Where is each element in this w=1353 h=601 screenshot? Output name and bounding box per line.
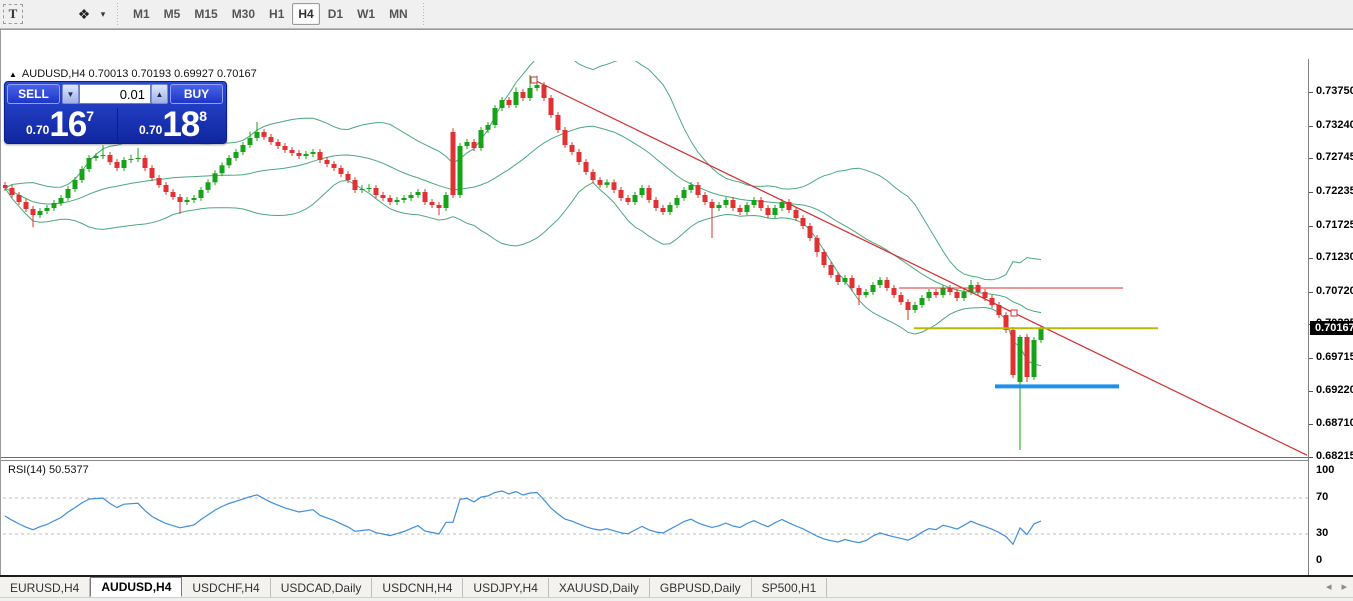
price-axis[interactable]: 0.70167 0.73750 0.73240 0.72745 0.72235 0.71… [1308,59,1353,584]
sell-price-big: 16 [49,105,87,144]
buy-price[interactable]: 0.70 18 8 [118,106,228,144]
timeframe-button-w1[interactable]: W1 [357,7,376,21]
timeframe-button-m1[interactable]: M1 [133,7,150,21]
text-tool-button[interactable]: T [3,4,23,24]
price-axis-tick [1309,191,1313,193]
timeframe-button-d1[interactable]: D1 [327,7,344,21]
status-bar [0,597,1353,601]
timeframe-button-h4[interactable]: H4 [292,3,320,25]
chart-tab-bar: EURUSD,H4 AUDUSD,H4 USDCHF,H4 USDCAD,Daily U… [0,577,1353,597]
toolbar-grip[interactable] [115,3,120,25]
pane-splitter[interactable] [1,457,1308,458]
chart-tab-eurusd-h4[interactable]: EURUSD,H4 [0,578,91,597]
sell-price-pip: 7 [86,108,95,124]
timeframe-button-m5[interactable]: M5 [163,7,181,21]
symbol-marker-icon: ▲ [9,69,17,79]
chart-tab-gbpusd-daily[interactable]: GBPUSD,Daily [650,578,752,597]
chart-tab-usdcad-daily[interactable]: USDCAD,Daily [271,578,373,597]
rsi-axis-label: 100 [1316,464,1335,476]
price-axis-label: 0.72235 [1316,184,1353,197]
volume-increase-button[interactable]: ▲ [151,84,168,104]
rsi-axis-label: 0 [1316,554,1323,566]
main-price-chart[interactable] [3,61,1308,458]
price-axis-label: 0.69220 [1316,383,1353,396]
volume-input[interactable] [79,84,151,104]
chart-tab-usdchf-h4[interactable]: USDCHF,H4 [182,578,271,597]
chart-title-text: AUDUSD,H4 0.70013 0.70193 0.69927 0.7016… [21,68,257,80]
toolbar: T ❖ ▾ M1 M5 M15 M30 H1 H4 D1 W1 MN [0,0,1353,29]
price-axis-tick [1309,258,1313,260]
timeframe-button-m15[interactable]: M15 [194,7,218,21]
price-axis-tick [1309,91,1313,93]
price-axis-label: 0.71725 [1316,218,1353,231]
price-axis-label: 0.73750 [1316,84,1353,97]
buy-price-pip: 8 [199,108,208,124]
rsi-indicator-chart[interactable] [3,461,1308,583]
price-axis-tick [1309,225,1313,227]
chart-tab-audusd-h4[interactable]: AUDUSD,H4 [90,577,183,597]
price-axis-tick [1309,358,1313,360]
sell-price[interactable]: 0.70 16 7 [5,106,115,144]
price-axis-tick [1309,457,1313,458]
chart-window: ▲ AUDUSD,H4 0.70013 0.70193 0.69927 0.70… [0,29,1353,601]
buy-button[interactable]: BUY [170,84,223,104]
sell-price-prefix: 0.70 [25,123,50,137]
timeframe-button-mn[interactable]: MN [389,7,408,21]
chart-title: ▲ AUDUSD,H4 0.70013 0.70193 0.69927 0.70… [9,68,257,80]
tab-scroll-arrows: ◂ ▸ [1326,580,1347,593]
sell-button[interactable]: SELL [7,84,60,104]
timeframe-buttons: M1 M5 M15 M30 H1 H4 D1 W1 MN [126,3,415,25]
price-axis-label: 0.72745 [1316,151,1353,164]
price-axis-label: 0.73240 [1316,118,1353,131]
buy-price-big: 18 [162,105,200,144]
volume-decrease-button[interactable]: ▼ [62,84,79,104]
chart-tab-xauusd-daily[interactable]: XAUUSD,Daily [549,578,650,597]
tab-scroll-right-icon[interactable]: ▸ [1341,581,1347,593]
panel-divider [117,108,118,142]
current-price-box: 0.70167 [1310,321,1353,336]
pane-splitter-line [1,460,1308,461]
price-axis-label: 0.68710 [1316,417,1353,430]
price-axis-tick [1309,424,1313,426]
buy-price-prefix: 0.70 [138,123,163,137]
rsi-axis-label: 30 [1316,527,1329,539]
tab-scroll-left-icon[interactable]: ◂ [1325,581,1332,593]
price-axis-tick [1309,158,1313,160]
rsi-axis-label: 70 [1316,491,1329,503]
price-axis-tick [1309,390,1313,392]
window-separator [0,575,1353,577]
toolbar-grip-2[interactable] [420,3,426,25]
price-axis-tick [1309,125,1313,127]
chart-tab-usdcnh-h4[interactable]: USDCNH,H4 [372,578,464,597]
price-axis-tick [1309,291,1313,293]
price-axis-label: 0.69715 [1316,351,1353,364]
price-axis-label: 0.68215 [1316,450,1353,462]
chevron-down-icon[interactable]: ▾ [100,8,106,19]
chart-tab-usdjpy-h4[interactable]: USDJPY,H4 [463,578,549,597]
chart-tab-sp500-h1[interactable]: SP500,H1 [752,578,828,597]
timeframe-button-m30[interactable]: M30 [231,7,256,21]
rsi-indicator-label: RSI(14) 50.5377 [8,464,89,476]
price-axis-label: 0.71230 [1316,251,1353,264]
timeframe-button-h1[interactable]: H1 [269,7,285,21]
price-axis-label: 0.70720 [1316,284,1353,297]
one-click-trading-panel: SELL ▼ ▲ BUY 0.70 16 7 0.70 18 8 [4,81,227,144]
cursor-tool-icon[interactable]: ❖ [77,5,91,22]
